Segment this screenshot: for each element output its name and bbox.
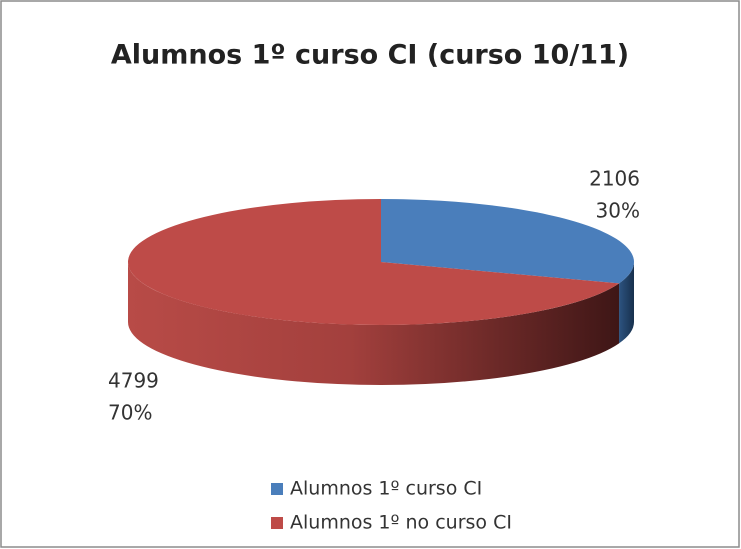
slice-side [128, 262, 620, 386]
data-label-percent: 30% [596, 199, 640, 223]
slice [128, 199, 620, 325]
data-label-percent: 70% [108, 401, 152, 425]
legend-label: Alumnos 1º no curso CI [290, 512, 512, 534]
legend-swatch [271, 483, 283, 495]
chart-title: Alumnos 1º curso CI (curso 10/11) [111, 40, 629, 71]
legend-swatch [271, 517, 283, 529]
slice [381, 199, 635, 284]
data-label: 4799 [108, 369, 159, 393]
slice-side [619, 262, 634, 344]
data-label: 2106 [589, 167, 640, 191]
legend-label: Alumnos 1º curso CI [290, 478, 482, 500]
